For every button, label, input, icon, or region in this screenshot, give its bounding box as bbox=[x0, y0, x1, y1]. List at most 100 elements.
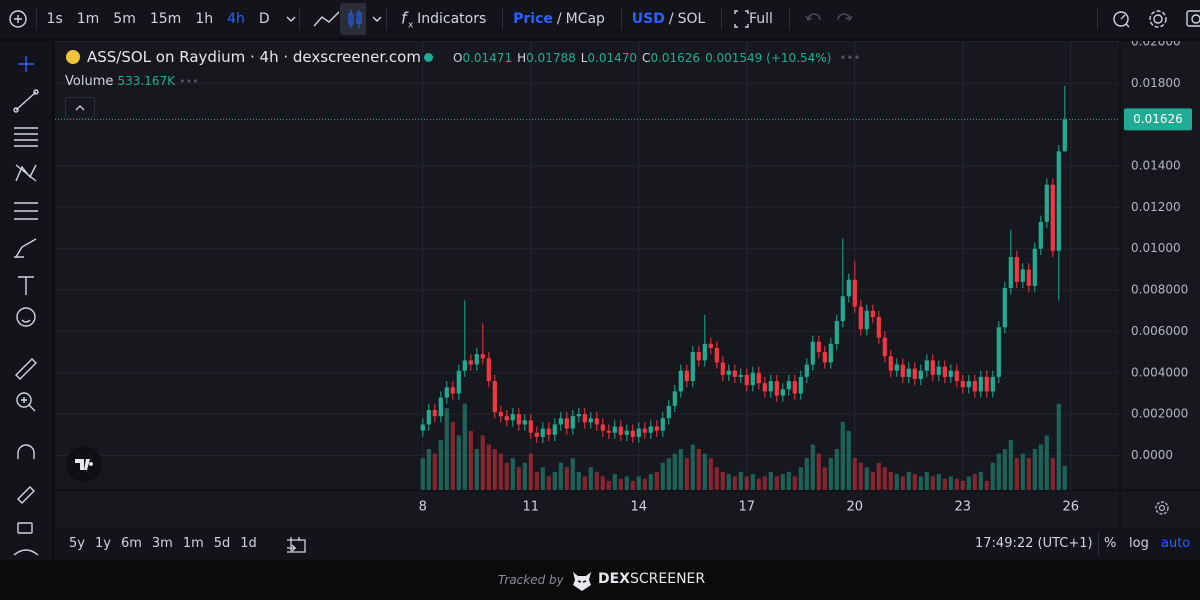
candle-body bbox=[438, 397, 443, 417]
interval[interactable]: 5m bbox=[113, 11, 136, 27]
candle-body bbox=[618, 426, 623, 435]
undo-redo[interactable] bbox=[800, 0, 867, 38]
volume-bar bbox=[486, 444, 491, 490]
add-symbol-icon[interactable] bbox=[0, 0, 34, 38]
interval[interactable]: D bbox=[258, 11, 270, 27]
candle-body bbox=[582, 414, 587, 423]
ohlc-value: 0.01788 bbox=[526, 51, 576, 65]
change-value: 0.001549 (+10.54%) bbox=[705, 51, 832, 65]
interval-active[interactable]: 4h bbox=[227, 11, 245, 27]
volume-bar bbox=[768, 471, 773, 490]
volume-bar bbox=[822, 467, 827, 490]
interval[interactable]: 15m bbox=[149, 11, 182, 27]
mcap-toggle[interactable]: MCap bbox=[565, 11, 605, 27]
volume-bar bbox=[780, 474, 785, 490]
volume-bar bbox=[876, 462, 881, 490]
more-dots[interactable]: ••• bbox=[839, 51, 861, 65]
fullscreen-icon[interactable] bbox=[732, 0, 749, 38]
range-button[interactable]: 1d bbox=[240, 536, 257, 551]
volume-bar bbox=[450, 421, 455, 490]
candle-body bbox=[528, 420, 533, 433]
candle-body bbox=[1020, 269, 1025, 282]
range-button[interactable]: 5y bbox=[69, 536, 85, 551]
candle-body bbox=[732, 370, 737, 377]
collapse-legend[interactable] bbox=[65, 97, 95, 119]
volume-bar bbox=[834, 449, 839, 490]
tracked-by: Tracked by bbox=[498, 573, 564, 587]
range-button[interactable]: 1m bbox=[182, 536, 204, 551]
fullscreen-button[interactable]: Full bbox=[749, 11, 773, 27]
ohlc-value: 0.01626 bbox=[650, 51, 701, 65]
range-button[interactable]: 3m bbox=[151, 536, 173, 551]
volume-bar bbox=[840, 421, 845, 490]
interval[interactable]: 1m bbox=[76, 11, 100, 27]
candle-body bbox=[534, 432, 539, 437]
ohlc-key: H bbox=[517, 51, 527, 65]
goto-date-icon[interactable] bbox=[277, 532, 317, 556]
x-tick-label: 23 bbox=[955, 500, 972, 515]
volume-bar bbox=[552, 471, 557, 490]
candle-body bbox=[906, 368, 911, 377]
sol-toggle[interactable]: SOL bbox=[677, 11, 706, 27]
candle-body bbox=[804, 364, 809, 377]
candle-body bbox=[942, 366, 947, 377]
price-toggle[interactable]: Price bbox=[513, 11, 553, 27]
tradingview-logo[interactable] bbox=[66, 446, 102, 482]
volume-bar bbox=[492, 449, 497, 490]
time-axis-settings[interactable] bbox=[1155, 501, 1169, 515]
ohlc-value: 0.01471 bbox=[462, 51, 513, 65]
volume-bar bbox=[684, 458, 689, 490]
candle-body bbox=[720, 362, 725, 375]
line-chart-icon[interactable] bbox=[310, 0, 339, 38]
ohlc-legend: O0.01471 H0.01788 L0.01470 C0.01626 0.001549… bbox=[453, 51, 861, 65]
volume-bar bbox=[1014, 458, 1019, 490]
candle-body bbox=[954, 370, 959, 382]
volume-bar bbox=[594, 471, 599, 490]
interval[interactable]: 1s bbox=[46, 11, 63, 27]
candle-body bbox=[672, 391, 677, 406]
interval-dropdown[interactable] bbox=[284, 0, 297, 38]
volume-bar bbox=[612, 474, 617, 490]
status-dot bbox=[424, 53, 433, 62]
right-tools[interactable] bbox=[1107, 0, 1200, 38]
separator bbox=[1098, 532, 1099, 556]
x-tick-label: 11 bbox=[523, 500, 540, 515]
volume-bar bbox=[774, 476, 779, 490]
interval[interactable]: 1h bbox=[195, 11, 214, 27]
candle-body bbox=[624, 430, 629, 435]
candle-body bbox=[696, 352, 701, 361]
volume-bar bbox=[750, 474, 755, 490]
volume-bar bbox=[882, 467, 887, 490]
drawing-tools[interactable] bbox=[0, 41, 52, 560]
volume-bar bbox=[1050, 458, 1055, 490]
more-dots[interactable]: ••• bbox=[179, 75, 199, 88]
candle-body bbox=[450, 387, 455, 394]
y-tick-label: 0.006000 bbox=[1131, 324, 1188, 338]
volume-bar bbox=[888, 471, 893, 490]
candle-chart-icon[interactable] bbox=[339, 0, 366, 38]
ohlc-key: O bbox=[453, 51, 463, 65]
candle-body bbox=[588, 418, 593, 423]
auto-toggle[interactable]: auto bbox=[1161, 536, 1191, 551]
candle-body bbox=[990, 376, 995, 392]
range-button[interactable]: 6m bbox=[120, 536, 142, 551]
volume-bar bbox=[420, 458, 425, 490]
percent-toggle[interactable]: % bbox=[1104, 536, 1117, 551]
volume-bar bbox=[468, 430, 473, 490]
candle-body bbox=[486, 358, 491, 382]
usd-toggle[interactable]: USD bbox=[631, 11, 665, 27]
candle-body bbox=[972, 381, 977, 392]
volume-bar bbox=[1044, 435, 1049, 490]
chart-type-dropdown[interactable] bbox=[366, 0, 385, 38]
volume-bar bbox=[432, 453, 437, 490]
clock[interactable]: 17:49:22 (UTC+1) bbox=[975, 536, 1093, 551]
candle-body bbox=[456, 370, 461, 394]
log-toggle[interactable]: log bbox=[1129, 536, 1149, 551]
range-button[interactable]: 5d bbox=[213, 536, 231, 551]
volume-bar bbox=[732, 476, 737, 490]
indicators-button[interactable]: Indicators bbox=[417, 11, 487, 27]
candle-body bbox=[756, 372, 761, 384]
range-button[interactable]: 1y bbox=[94, 536, 111, 551]
separator bbox=[502, 8, 504, 30]
